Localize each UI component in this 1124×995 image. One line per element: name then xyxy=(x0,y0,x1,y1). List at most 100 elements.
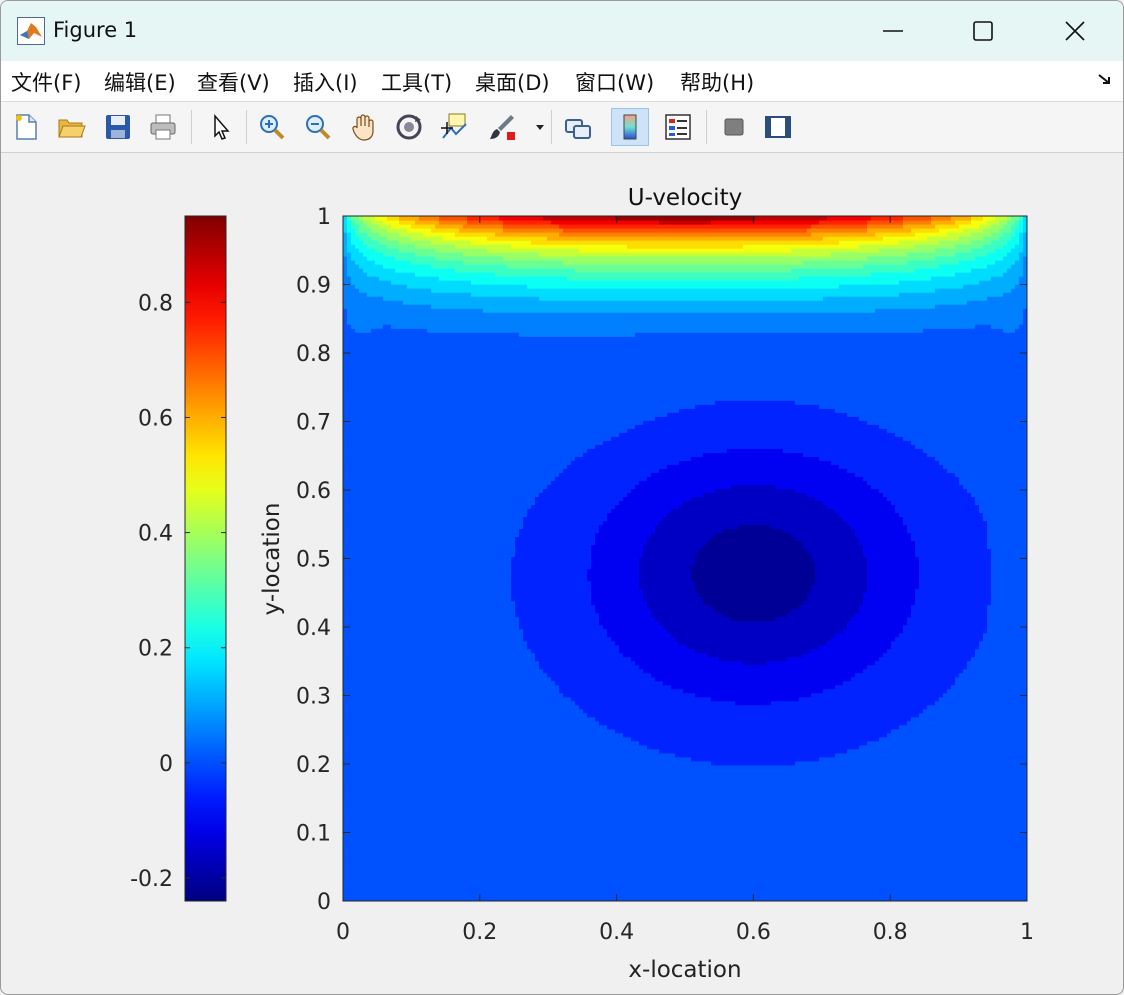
save-button[interactable] xyxy=(99,108,137,146)
contour-cell xyxy=(367,765,372,770)
contour-cell xyxy=(371,709,376,714)
contour-cell xyxy=(379,725,384,730)
contour-cell xyxy=(411,516,416,521)
contour-cell xyxy=(371,216,376,221)
contour-cell xyxy=(431,304,436,309)
contour-cell xyxy=(343,733,348,738)
contour-cell xyxy=(351,673,356,678)
menu-tools[interactable]: 工具(T) xyxy=(381,67,452,97)
contour-cell xyxy=(411,733,416,738)
contour-cell xyxy=(387,268,392,273)
contour-cell xyxy=(435,789,440,794)
menu-file[interactable]: 文件(F) xyxy=(11,67,81,97)
contour-cell xyxy=(391,312,396,317)
contour-cell xyxy=(415,524,420,529)
contour-cell xyxy=(395,296,400,301)
menu-insert[interactable]: 插入(I) xyxy=(293,67,358,97)
contour-cell xyxy=(403,364,408,369)
contour-cell xyxy=(355,308,360,313)
contour-cell xyxy=(383,536,388,541)
insert-legend-button[interactable] xyxy=(659,108,697,146)
close-button[interactable] xyxy=(1029,1,1121,61)
contour-cell xyxy=(435,492,440,497)
contour-cell xyxy=(351,833,356,838)
zoom-in-button[interactable] xyxy=(253,108,291,146)
menu-window[interactable]: 窗口(W) xyxy=(575,67,654,97)
contour-cell xyxy=(379,801,384,806)
contour-cell xyxy=(355,713,360,718)
contour-cell xyxy=(351,300,356,305)
contour-cell xyxy=(415,308,420,313)
contour-cell xyxy=(435,569,440,574)
hide-plot-tools-button[interactable] xyxy=(715,108,753,146)
contour-cell xyxy=(403,733,408,738)
contour-cell xyxy=(395,697,400,702)
contour-cell xyxy=(383,749,388,754)
contour-cell xyxy=(415,865,420,870)
contour-cell xyxy=(403,412,408,417)
contour-cell xyxy=(371,761,376,766)
menu-help[interactable]: 帮助(H) xyxy=(680,67,754,97)
contour-cell xyxy=(363,653,368,658)
contour-cell xyxy=(415,232,420,237)
minimize-button[interactable] xyxy=(847,1,939,61)
contour-cell xyxy=(383,821,388,826)
show-plot-tools-button[interactable] xyxy=(759,108,797,146)
contour-cell xyxy=(411,252,416,257)
menu-edit[interactable]: 编辑(E) xyxy=(104,67,176,97)
contour-cell xyxy=(379,585,384,590)
contour-cell xyxy=(435,352,440,357)
maximize-button[interactable] xyxy=(937,1,1029,61)
contour-cell xyxy=(379,352,384,357)
contour-cell xyxy=(399,316,404,321)
contour-cell xyxy=(355,496,360,501)
contour-cell xyxy=(403,480,408,485)
open-file-button[interactable] xyxy=(52,108,90,146)
contour-cell xyxy=(359,472,364,477)
contour-cell xyxy=(379,577,384,582)
contour-cell xyxy=(423,845,428,850)
new-figure-button[interactable] xyxy=(7,108,45,146)
rotate-3d-button[interactable] xyxy=(390,108,428,146)
contour-cell xyxy=(363,248,368,253)
contour-cell xyxy=(427,428,432,433)
contour-cell xyxy=(415,577,420,582)
brush-dropdown-icon[interactable] xyxy=(534,122,546,132)
contour-cell xyxy=(379,444,384,449)
contour-cell xyxy=(343,869,348,874)
contour-cell xyxy=(355,769,360,774)
contour-cell xyxy=(419,412,424,417)
contour-cell xyxy=(411,641,416,646)
dock-figure-icon[interactable] xyxy=(1097,71,1113,87)
contour-cell xyxy=(423,597,428,602)
contour-cell xyxy=(347,456,352,461)
menu-desktop[interactable]: 桌面(D) xyxy=(475,67,550,97)
link-plot-button[interactable] xyxy=(559,108,597,146)
contour-cell xyxy=(435,476,440,481)
menu-view[interactable]: 查看(V) xyxy=(197,67,270,97)
contour-cell xyxy=(411,476,416,481)
contour-cell xyxy=(347,236,352,241)
data-cursor-button[interactable] xyxy=(435,108,473,146)
contour-cell xyxy=(435,424,440,429)
contour-cell xyxy=(355,709,360,714)
contour-cell xyxy=(407,689,412,694)
contour-cell xyxy=(399,741,404,746)
contour-cell xyxy=(431,653,436,658)
contour-cell xyxy=(363,889,368,894)
contour-cell xyxy=(399,801,404,806)
select-pointer-button[interactable] xyxy=(201,108,239,146)
contour-cell xyxy=(375,396,380,401)
contour-cell xyxy=(419,581,424,586)
contour-cell xyxy=(435,388,440,393)
zoom-out-button[interactable] xyxy=(299,108,337,146)
contour-cell xyxy=(351,408,356,413)
pan-button[interactable] xyxy=(345,108,383,146)
contour-cell xyxy=(419,749,424,754)
contour-cell xyxy=(375,256,380,261)
print-button[interactable] xyxy=(144,108,182,146)
insert-colorbar-button[interactable] xyxy=(611,108,649,146)
contour-cell xyxy=(359,524,364,529)
contour-cell xyxy=(355,621,360,626)
brush-button[interactable] xyxy=(483,108,521,146)
